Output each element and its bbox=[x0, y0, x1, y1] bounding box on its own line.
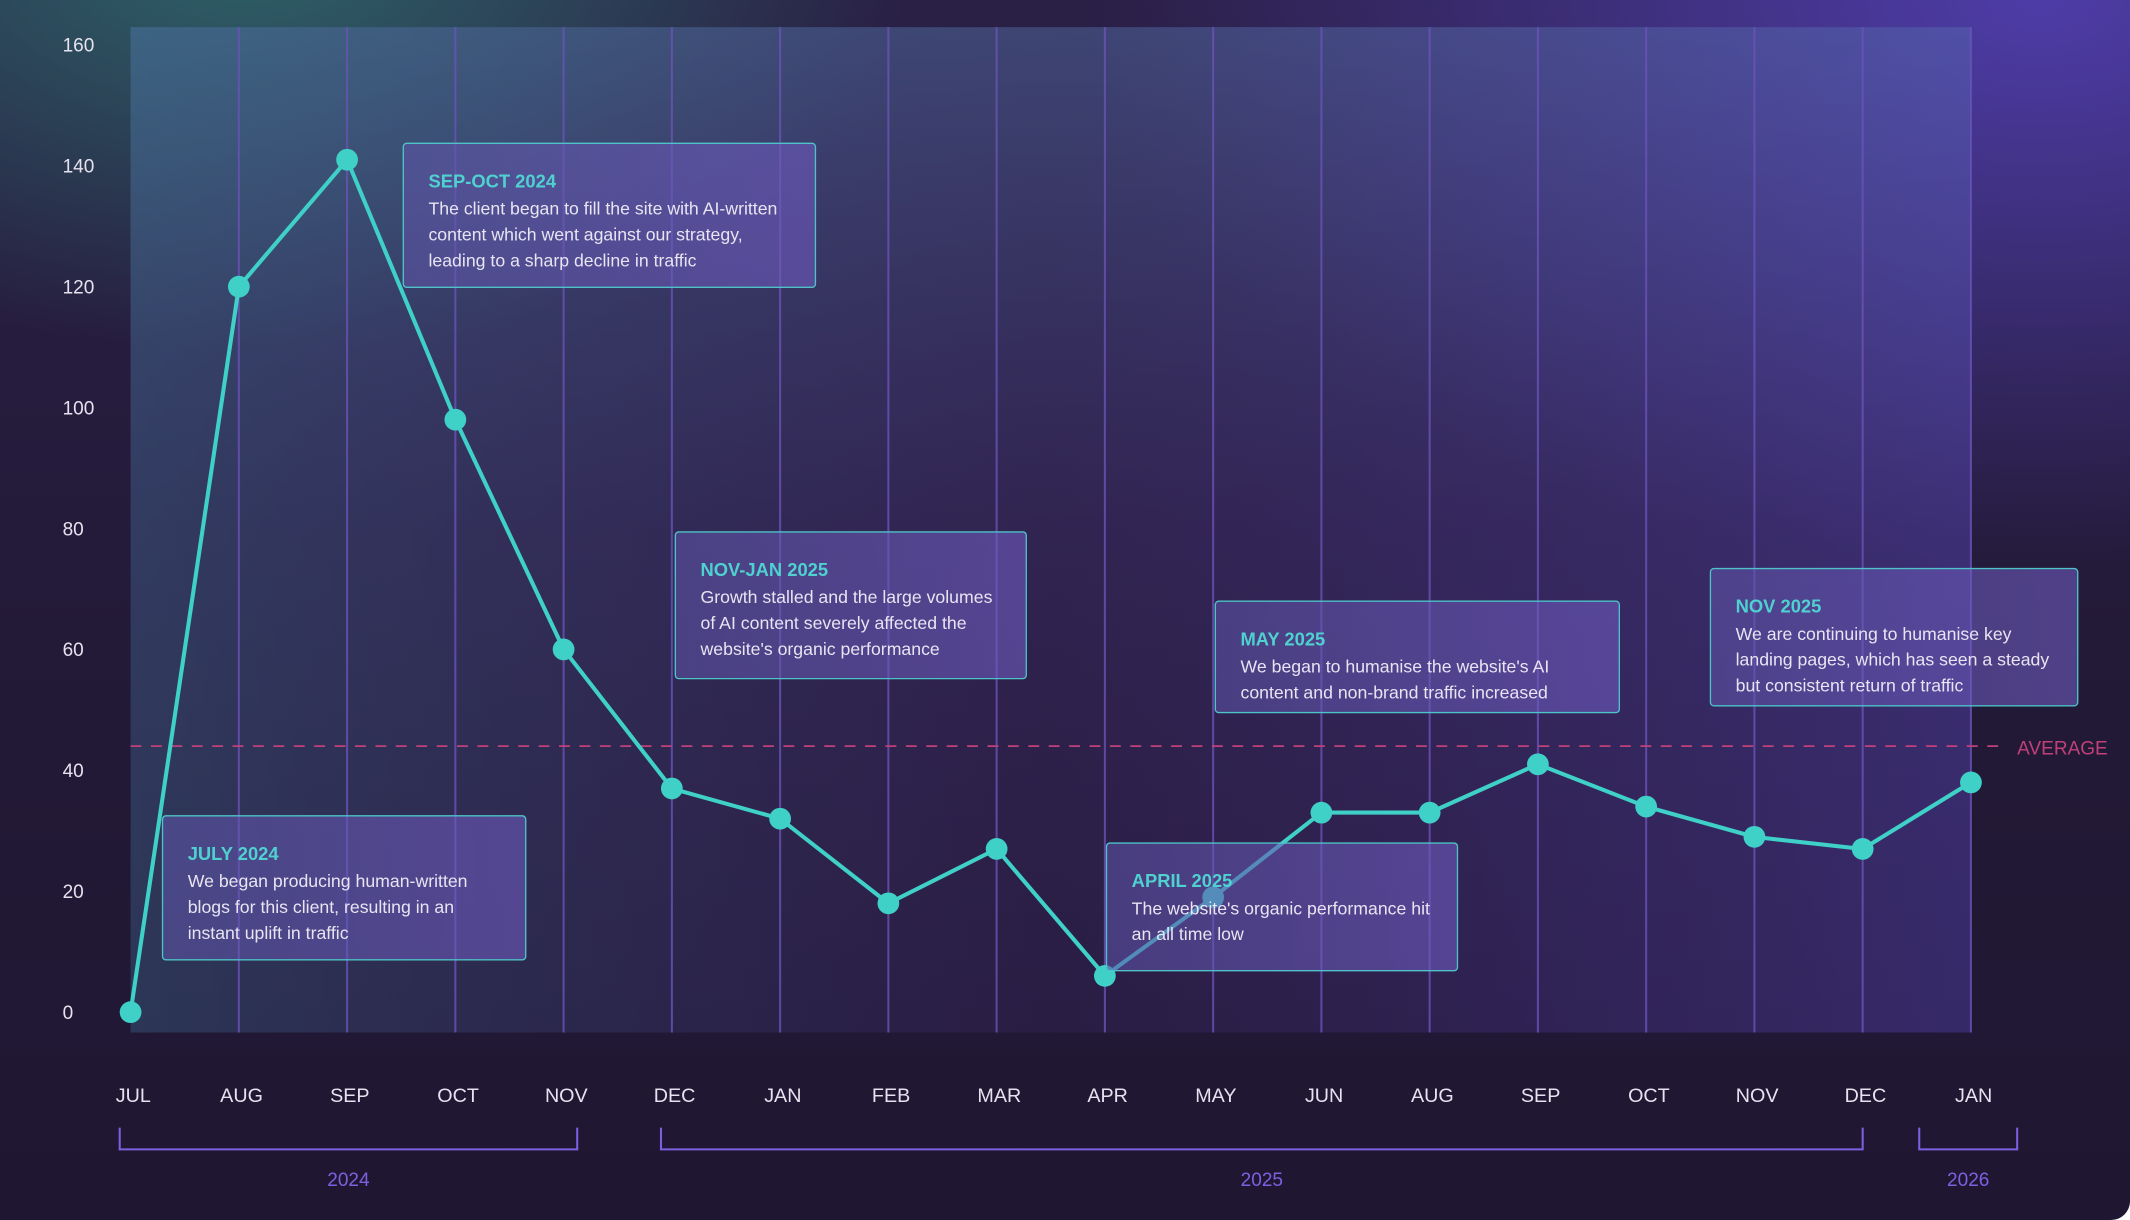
y-tick-label: 20 bbox=[63, 882, 84, 903]
y-tick-label: 160 bbox=[63, 36, 95, 57]
data-point bbox=[1635, 795, 1658, 818]
x-tick-label: JAN bbox=[764, 1085, 801, 1107]
annotation-title: JULY 2024 bbox=[187, 843, 279, 865]
annotation-sep-oct-2024: SEP-OCT 2024 The client began to fill th… bbox=[402, 142, 817, 289]
data-point bbox=[444, 408, 467, 431]
y-tick-label: 0 bbox=[63, 1003, 74, 1024]
data-point bbox=[1527, 753, 1549, 776]
data-point bbox=[1851, 838, 1874, 860]
x-tick-label: APR bbox=[1087, 1085, 1128, 1107]
annotation-text: We began to humanise the website's AI co… bbox=[1240, 656, 1550, 703]
annotation-text: We began producing human-written blogs f… bbox=[187, 870, 468, 943]
x-tick-label: DEC bbox=[654, 1085, 696, 1107]
data-point bbox=[1960, 771, 1982, 794]
data-point bbox=[769, 807, 791, 830]
series-line bbox=[128, 157, 1972, 1013]
x-tick-label: MAR bbox=[977, 1085, 1021, 1107]
x-tick-label: JAN bbox=[1955, 1085, 1992, 1107]
x-tick-label: AUG bbox=[220, 1085, 263, 1107]
data-point bbox=[877, 892, 900, 915]
annotation-nov-jan-2025: NOV-JAN 2025 Growth stalled and the larg… bbox=[674, 531, 1027, 680]
data-point bbox=[660, 777, 683, 800]
data-point bbox=[985, 838, 1008, 860]
annotation-text: The website's organic performance hit an… bbox=[1131, 898, 1430, 945]
annotation-text: We are continuing to humanise key landin… bbox=[1735, 623, 2050, 696]
x-tick-label: FEB bbox=[872, 1085, 910, 1107]
x-tick-label: JUL bbox=[116, 1085, 151, 1107]
y-tick-label: 60 bbox=[63, 640, 84, 661]
year-label: 2026 bbox=[1947, 1170, 1989, 1191]
y-tick-label: 40 bbox=[63, 761, 84, 782]
x-tick-label: AUG bbox=[1411, 1085, 1454, 1107]
annotation-title: APRIL 2025 bbox=[1131, 870, 1233, 892]
data-point bbox=[227, 275, 250, 298]
x-tick-label: JUN bbox=[1305, 1085, 1343, 1107]
year-bracket bbox=[1918, 1127, 2019, 1151]
y-tick-label: 100 bbox=[63, 398, 95, 419]
y-tick-label: 80 bbox=[63, 519, 84, 540]
annotation-nov-2025: NOV 2025 We are continuing to humanise k… bbox=[1709, 567, 2079, 707]
data-point bbox=[1743, 825, 1766, 848]
x-tick-label: OCT bbox=[1628, 1085, 1670, 1107]
annotation-title: NOV 2025 bbox=[1735, 596, 1822, 617]
x-tick-label: OCT bbox=[437, 1085, 479, 1107]
data-point bbox=[552, 638, 575, 661]
year-bracket bbox=[659, 1127, 1864, 1151]
x-tick-label: DEC bbox=[1845, 1085, 1887, 1107]
year-label: 2025 bbox=[1241, 1170, 1283, 1191]
annotation-title: SEP-OCT 2024 bbox=[428, 171, 557, 192]
annotation-text: Growth stalled and the large volumes of … bbox=[700, 586, 993, 659]
y-tick-label: 140 bbox=[63, 157, 95, 178]
annotation-title: NOV-JAN 2025 bbox=[700, 559, 829, 581]
average-label: AVERAGE bbox=[2017, 738, 2108, 759]
annotation-title: MAY 2025 bbox=[1240, 629, 1326, 650]
annotation-text: The client began to fill the site with A… bbox=[428, 198, 778, 271]
data-point bbox=[1418, 801, 1441, 824]
year-bracket bbox=[118, 1127, 579, 1151]
x-tick-label: NOV bbox=[545, 1085, 589, 1107]
annotation-july-2024: JULY 2024 We began producing human-writt… bbox=[161, 815, 527, 961]
x-tick-label: NOV bbox=[1736, 1085, 1780, 1107]
x-tick-label: SEP bbox=[330, 1085, 369, 1107]
data-point bbox=[119, 1001, 142, 1024]
y-tick-label: 120 bbox=[63, 277, 95, 298]
data-point bbox=[1310, 801, 1333, 824]
year-label: 2024 bbox=[327, 1170, 370, 1191]
x-tick-label: MAY bbox=[1195, 1085, 1236, 1107]
x-tick-label: SEP bbox=[1521, 1085, 1560, 1107]
annotation-april-2025: APRIL 2025 The website's organic perform… bbox=[1105, 842, 1459, 972]
data-point bbox=[336, 148, 358, 171]
annotation-may-2025: MAY 2025 We began to humanise the websit… bbox=[1214, 600, 1620, 714]
